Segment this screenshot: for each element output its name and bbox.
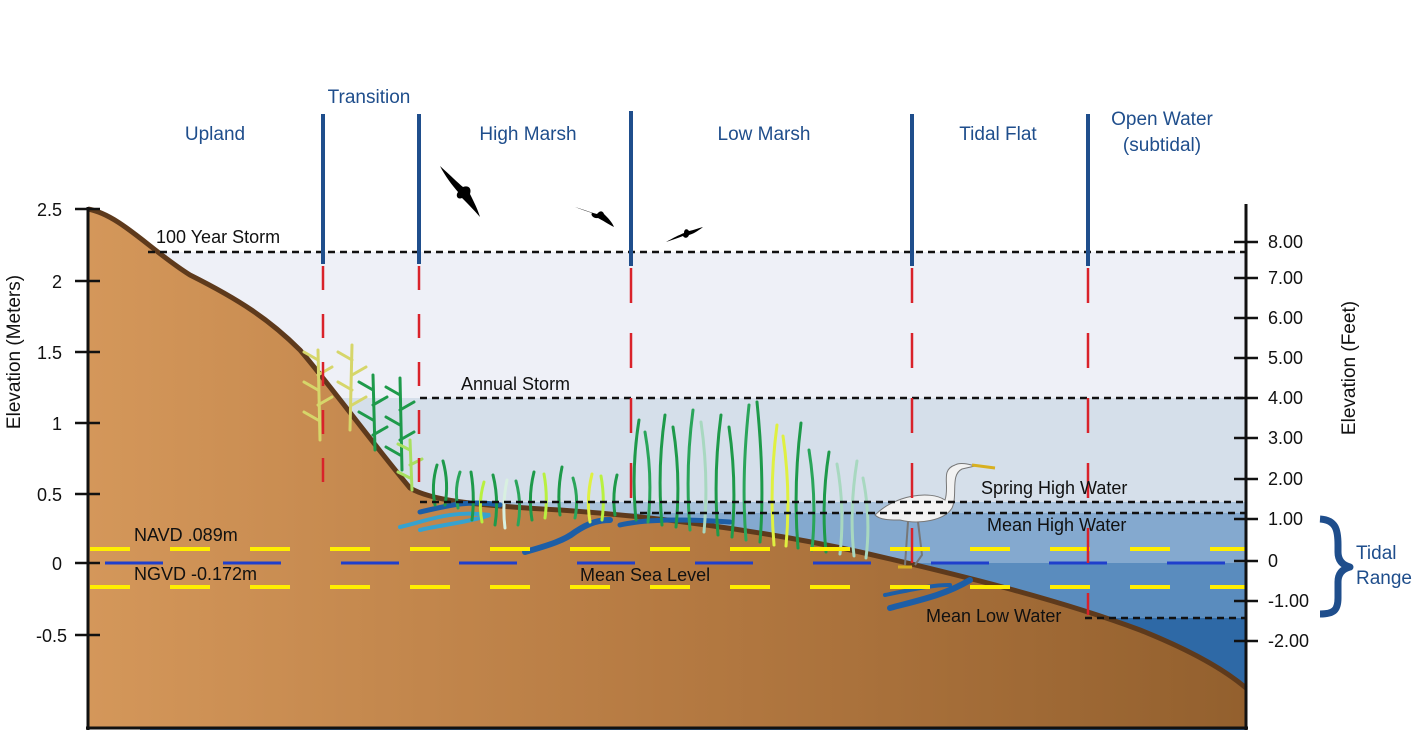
- left-tick-label: 0.5: [37, 485, 62, 505]
- zone-label-upland: Upland: [185, 124, 245, 145]
- left-tick-label: -0.5: [36, 626, 67, 646]
- zone-labels: Upland Transition High Marsh Low Marsh T…: [185, 87, 1214, 156]
- right-tick-label: 4.00: [1268, 388, 1303, 408]
- zone-label-low-marsh: Low Marsh: [718, 124, 811, 145]
- right-tick-label: 3.00: [1268, 428, 1303, 448]
- left-axis-title: Elevation (Meters): [4, 275, 25, 429]
- birds: [440, 166, 703, 242]
- left-tick-label: 1: [52, 414, 62, 434]
- label-mean-sea-level: Mean Sea Level: [580, 565, 710, 585]
- right-tick-label: 6.00: [1268, 308, 1303, 328]
- zone-label-open-water: Open Water: [1111, 109, 1213, 130]
- right-tick-label: 1.00: [1268, 509, 1303, 529]
- right-tick-label: 8.00: [1268, 232, 1303, 252]
- label-100yr-storm: 100 Year Storm: [156, 227, 280, 247]
- label-mean-high-water: Mean High Water: [987, 515, 1126, 535]
- tidal-range-label-line1: Tidal: [1356, 543, 1396, 564]
- right-tick-label: -1.00: [1268, 591, 1309, 611]
- zone-label-transition: Transition: [328, 87, 411, 108]
- soil-profile: [88, 209, 1246, 728]
- left-axis: 2.5 2 1.5 1 0.5 0 -0.5 Elevation (Meters…: [4, 200, 1248, 730]
- right-tick-label: 2.00: [1268, 469, 1303, 489]
- left-tick-label: 2.5: [37, 200, 62, 220]
- right-tick-label: -2.00: [1268, 631, 1309, 651]
- transition-shrubs: [302, 343, 424, 492]
- label-mean-low-water: Mean Low Water: [926, 606, 1061, 626]
- label-navd: NAVD .089m: [134, 525, 238, 545]
- label-spring-high-water: Spring High Water: [981, 478, 1127, 498]
- tidal-range-annotation: Tidal Range: [1319, 515, 1412, 618]
- left-tick-label: 1.5: [37, 343, 62, 363]
- marsh-grasses: [431, 400, 870, 560]
- zone-dividers: [321, 111, 1090, 615]
- left-tick-label: 2: [52, 272, 62, 292]
- zone-label-subtidal: (subtidal): [1123, 135, 1201, 156]
- right-tick-label: 5.00: [1268, 348, 1303, 368]
- tidal-range-label-line2: Range: [1356, 568, 1412, 589]
- storm-surge-zone: [140, 252, 1246, 398]
- label-annual-storm: Annual Storm: [461, 374, 570, 394]
- bird-icon: [440, 166, 480, 217]
- bird-icon: [666, 227, 703, 242]
- right-axis: 8.00 7.00 6.00 5.00 4.00 3.00 2.00 1.00 …: [1234, 204, 1360, 730]
- level-lines: [148, 250, 1246, 620]
- bird-icon: [575, 207, 614, 227]
- left-tick-label: 0: [52, 554, 62, 574]
- brace-icon: [1319, 515, 1354, 618]
- right-tick-label: 0: [1268, 551, 1278, 571]
- spring-high-zone: [140, 502, 1246, 513]
- zone-label-tidal-flat: Tidal Flat: [959, 124, 1037, 145]
- datum-lines: [90, 547, 1246, 589]
- zone-label-high-marsh: High Marsh: [479, 124, 576, 145]
- right-axis-title: Elevation (Feet): [1339, 301, 1360, 435]
- label-ngvd: NGVD -0.172m: [134, 564, 257, 584]
- tidal-creeks: [398, 500, 973, 611]
- right-tick-label: 7.00: [1268, 268, 1303, 288]
- level-labels: 100 Year Storm Annual Storm Spring High …: [134, 227, 1127, 626]
- heron-illustration: [874, 462, 996, 569]
